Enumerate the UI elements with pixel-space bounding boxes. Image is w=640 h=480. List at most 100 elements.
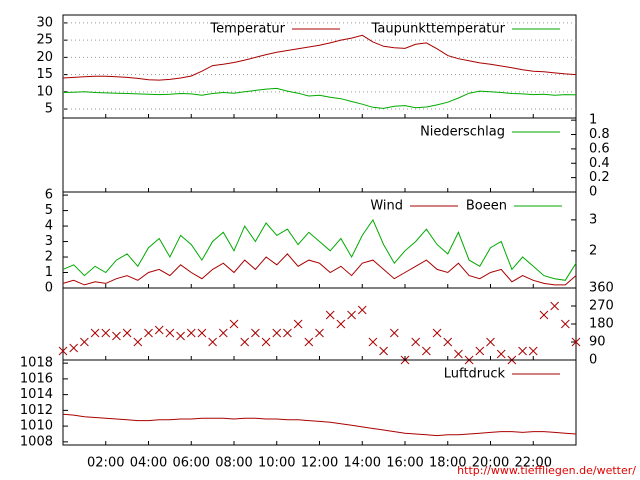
point — [80, 337, 89, 347]
point — [122, 328, 132, 338]
point-stroke — [186, 328, 196, 338]
panel-frame — [62, 287, 577, 361]
point — [58, 346, 68, 356]
point-stroke — [539, 310, 549, 320]
point — [560, 319, 570, 329]
point — [454, 349, 463, 359]
point-stroke — [486, 337, 495, 347]
point-stroke — [518, 346, 527, 356]
point — [571, 337, 581, 347]
point — [165, 328, 175, 338]
point-stroke — [496, 349, 506, 359]
point-stroke — [90, 328, 100, 338]
point — [432, 328, 442, 338]
point — [357, 305, 367, 315]
point — [186, 328, 196, 338]
point-stroke — [154, 325, 164, 335]
y2-tick-label: 1 — [589, 113, 597, 128]
point — [528, 346, 538, 356]
point — [176, 331, 185, 341]
point — [90, 328, 100, 338]
point-stroke — [443, 337, 453, 347]
point — [251, 328, 260, 338]
y-tick-label: 10 — [36, 84, 53, 99]
point-stroke — [208, 337, 217, 347]
y2-tick-label: 90 — [589, 335, 606, 350]
point — [293, 319, 303, 329]
point-stroke — [432, 328, 442, 338]
legend-label: Temperatur — [209, 22, 285, 37]
point-stroke — [304, 337, 314, 347]
y-tick-label: 1014 — [20, 387, 53, 402]
y-tick-label: 6 — [45, 188, 53, 203]
x-tick-label: 10:00 — [258, 456, 295, 471]
point-stroke — [454, 349, 463, 359]
point — [144, 328, 153, 338]
y2-tick-label: 0 — [589, 185, 597, 200]
footer: http://www.tieffliegen.de/wetter/ — [457, 464, 636, 477]
point-stroke — [69, 343, 79, 353]
series-line — [62, 218, 577, 281]
point — [112, 331, 121, 341]
point — [368, 337, 378, 347]
point-stroke — [176, 331, 185, 341]
point — [475, 346, 485, 356]
point-stroke — [528, 346, 538, 356]
point-stroke — [571, 337, 581, 347]
point — [229, 319, 239, 329]
point — [69, 343, 79, 353]
point-stroke — [165, 328, 175, 338]
point-stroke — [133, 337, 143, 347]
y-tick-label: 30 — [36, 15, 53, 30]
x-tick-label: 06:00 — [173, 456, 210, 471]
series-line — [62, 34, 577, 81]
legend-label: Niederschlag — [420, 125, 505, 140]
y2-tick-label: 0.2 — [589, 170, 610, 185]
x-tick-label: 14:00 — [344, 456, 381, 471]
x-tick-label: 12:00 — [301, 456, 338, 471]
point-stroke — [101, 328, 111, 338]
point — [240, 337, 250, 347]
legend-label: Luftdruck — [444, 367, 506, 382]
point-stroke — [550, 301, 559, 311]
point — [133, 337, 143, 347]
x-tick-label: 22:00 — [515, 456, 552, 471]
point — [197, 328, 207, 338]
series-line — [62, 253, 577, 286]
point-stroke — [389, 328, 399, 338]
point — [315, 328, 324, 338]
y2-tick-label: 0 — [589, 353, 597, 368]
point-stroke — [357, 305, 367, 315]
y-tick-label: 5 — [45, 203, 53, 218]
point-stroke — [144, 328, 153, 338]
x-tick-label: 04:00 — [130, 456, 167, 471]
point — [496, 349, 506, 359]
x-tick-label: 18:00 — [429, 456, 466, 471]
x-tick-label: 08:00 — [215, 456, 252, 471]
point — [325, 310, 335, 320]
point-stroke — [283, 328, 292, 338]
point-stroke — [293, 319, 303, 329]
point — [379, 346, 388, 356]
point — [208, 337, 217, 347]
y-tick-label: 3 — [45, 234, 53, 249]
point-stroke — [379, 346, 388, 356]
point-stroke — [475, 346, 485, 356]
series-line — [62, 87, 577, 109]
point — [218, 328, 228, 338]
series-line — [62, 413, 577, 437]
y2-tick-label: 270 — [589, 299, 614, 314]
point — [154, 325, 164, 335]
y2-tick-label: 3 — [589, 212, 597, 227]
point-stroke — [336, 319, 346, 329]
point-stroke — [122, 328, 132, 338]
point-stroke — [197, 328, 207, 338]
point-stroke — [251, 328, 260, 338]
point-stroke — [368, 337, 378, 347]
y-tick-label: 1012 — [20, 403, 53, 418]
point — [443, 337, 453, 347]
y-tick-label: 15 — [36, 67, 53, 82]
y2-tick-label: 0.6 — [589, 141, 610, 156]
